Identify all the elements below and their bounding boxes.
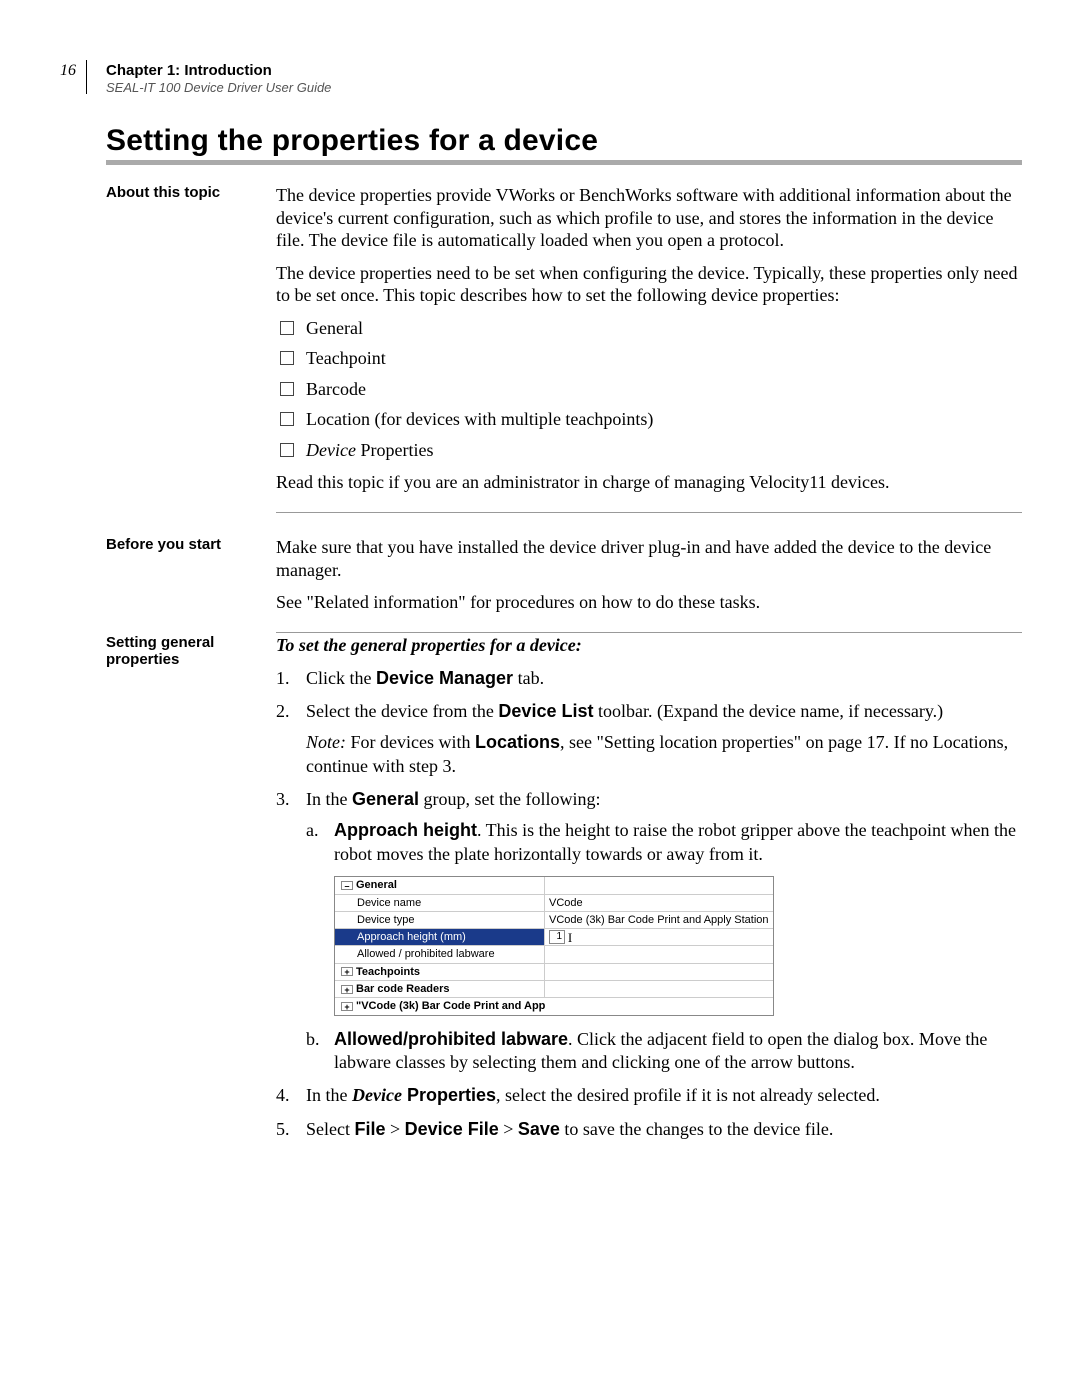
s5g: to save the changes to the device file. bbox=[560, 1119, 833, 1139]
step-1: Click the Device Manager tab. bbox=[276, 667, 1022, 690]
s3ba: Allowed/prohibited labware bbox=[334, 1029, 568, 1049]
cat-vcode-label: "VCode (3k) Bar Code Print and Apply Sta… bbox=[356, 1000, 545, 1012]
s1c: tab. bbox=[513, 668, 544, 688]
tree-plus-icon[interactable]: + bbox=[341, 967, 353, 976]
s2nb: For devices with bbox=[346, 732, 475, 752]
r2l: Device type bbox=[335, 912, 545, 928]
s2a: Select the device from the bbox=[306, 701, 498, 721]
section-divider-2 bbox=[276, 632, 1022, 633]
r1r: VCode bbox=[545, 895, 773, 911]
lead-instruction: To set the general properties for a devi… bbox=[276, 634, 1022, 657]
step-5: Select File > Device File > Save to save… bbox=[276, 1118, 1022, 1141]
step-3-sub: a. Approach height. This is the height t… bbox=[306, 819, 1022, 1074]
chk-location: Location (for devices with multiple teac… bbox=[276, 408, 1022, 431]
s2na: Note: bbox=[306, 732, 346, 752]
s5c: > bbox=[386, 1119, 405, 1139]
before-paragraph-2: See "Related information" for procedures… bbox=[276, 591, 1022, 614]
header-divider bbox=[86, 60, 87, 94]
s5a: Select bbox=[306, 1119, 354, 1139]
s5b: File bbox=[354, 1119, 385, 1139]
before-paragraph-1: Make sure that you have installed the de… bbox=[276, 536, 1022, 581]
chk-general: General bbox=[276, 317, 1022, 340]
grid-cat-teach[interactable]: +Teachpoints bbox=[335, 964, 773, 981]
s2c: toolbar. (Expand the device name, if nec… bbox=[593, 701, 943, 721]
s4d: , select the desired profile if it is no… bbox=[496, 1085, 880, 1105]
s4a: In the bbox=[306, 1085, 352, 1105]
marker-b: b. bbox=[306, 1028, 320, 1051]
property-checklist: General Teachpoint Barcode Location (for… bbox=[276, 317, 1022, 462]
title-rule bbox=[106, 160, 1022, 165]
step-3: In the General group, set the following:… bbox=[276, 788, 1022, 1074]
r2r: VCode (3k) Bar Code Print and Apply Stat… bbox=[545, 912, 773, 928]
grid-cat-vcode[interactable]: +"VCode (3k) Bar Code Print and Apply St… bbox=[335, 998, 773, 1014]
section-setting: Setting general properties To set the ge… bbox=[106, 634, 1022, 1151]
s4b: Device bbox=[352, 1085, 402, 1105]
section-divider-1 bbox=[276, 512, 1022, 513]
s5e: > bbox=[499, 1119, 518, 1139]
chk-device-properties: Device Properties bbox=[276, 439, 1022, 462]
cat-general-label: General bbox=[356, 879, 397, 891]
step-2: Select the device from the Device List t… bbox=[276, 700, 1022, 778]
about-paragraph-3: Read this topic if you are an administra… bbox=[276, 471, 1022, 494]
approach-value-input[interactable]: 1 bbox=[549, 930, 565, 944]
step-3b: b. Allowed/prohibited labware. Click the… bbox=[306, 1028, 1022, 1075]
s2b: Device List bbox=[498, 701, 593, 721]
about-paragraph-1: The device properties provide VWorks or … bbox=[276, 184, 1022, 252]
section-label-setting: Setting general properties bbox=[106, 634, 276, 668]
s3aa: Approach height bbox=[334, 820, 477, 840]
section-label-before: Before you start bbox=[106, 536, 276, 553]
tree-plus-icon-3[interactable]: + bbox=[341, 1002, 353, 1011]
s5d: Device File bbox=[405, 1119, 499, 1139]
device-rest: Properties bbox=[356, 440, 433, 460]
s1b: Device Manager bbox=[376, 668, 513, 688]
r1l: Device name bbox=[335, 895, 545, 911]
cat-teach-label: Teachpoints bbox=[356, 966, 420, 978]
grid-row-labware[interactable]: Allowed / prohibited labware bbox=[335, 946, 773, 963]
section-about: About this topic The device properties p… bbox=[106, 184, 1022, 527]
cat-bar-label: Bar code Readers bbox=[356, 983, 450, 995]
grid-row-approach[interactable]: Approach height (mm) 1I bbox=[335, 929, 773, 946]
s1a: Click the bbox=[306, 668, 376, 688]
about-paragraph-2: The device properties need to be set whe… bbox=[276, 262, 1022, 307]
tree-plus-icon-2[interactable]: + bbox=[341, 985, 353, 994]
guide-subtitle: SEAL-IT 100 Device Driver User Guide bbox=[106, 80, 331, 95]
section-before: Before you start Make sure that you have… bbox=[106, 536, 1022, 647]
marker-a: a. bbox=[306, 819, 319, 842]
steps-list: Click the Device Manager tab. Select the… bbox=[276, 667, 1022, 1142]
chk-teachpoint: Teachpoint bbox=[276, 347, 1022, 370]
page-title: Setting the properties for a device bbox=[106, 124, 598, 158]
chapter-heading: Chapter 1: Introduction bbox=[106, 62, 272, 79]
grid-row-name[interactable]: Device name VCode bbox=[335, 895, 773, 912]
grid-row-type[interactable]: Device type VCode (3k) Bar Code Print an… bbox=[335, 912, 773, 929]
s2nc: Locations bbox=[475, 732, 560, 752]
step-3a: a. Approach height. This is the height t… bbox=[306, 819, 1022, 1015]
text-cursor-icon: I bbox=[565, 933, 575, 943]
grid-cat-general[interactable]: –General bbox=[335, 877, 773, 894]
r4l: Allowed / prohibited labware bbox=[335, 946, 545, 962]
section-label-about: About this topic bbox=[106, 184, 276, 201]
s5f: Save bbox=[518, 1119, 560, 1139]
device-italic: Device bbox=[306, 440, 356, 460]
page-number: 16 bbox=[60, 62, 76, 80]
s4c: Properties bbox=[402, 1085, 496, 1105]
s3c: group, set the following: bbox=[419, 789, 600, 809]
r3l: Approach height (mm) bbox=[335, 929, 545, 945]
chk-barcode: Barcode bbox=[276, 378, 1022, 401]
property-grid[interactable]: –General Device name VCode Device type V… bbox=[334, 876, 774, 1015]
step-4: In the Device Properties, select the des… bbox=[276, 1084, 1022, 1107]
s3a: In the bbox=[306, 789, 352, 809]
s3b: General bbox=[352, 789, 419, 809]
tree-minus-icon[interactable]: – bbox=[341, 881, 353, 890]
grid-cat-bar[interactable]: +Bar code Readers bbox=[335, 981, 773, 998]
